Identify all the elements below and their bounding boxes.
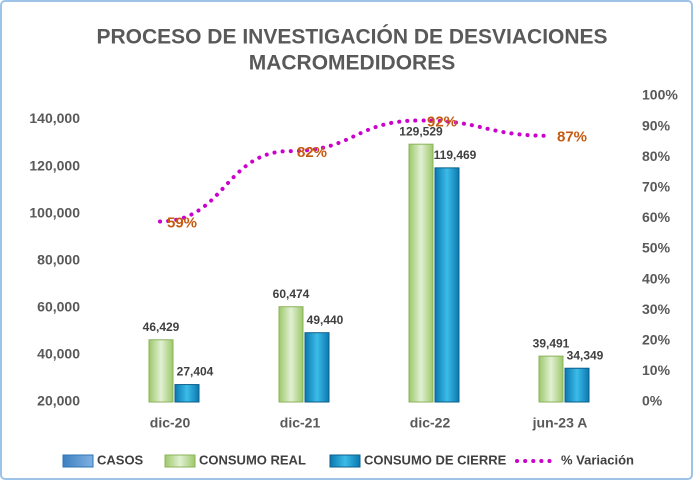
data-label: 49,440 <box>307 313 344 327</box>
data-label: 119,469 <box>434 148 477 162</box>
y2-tick-label: 40% <box>642 270 671 286</box>
bar <box>538 355 564 403</box>
y-tick-label: 140,000 <box>29 110 80 126</box>
data-label: 129,529 <box>399 124 443 138</box>
y-tick-label: 100,000 <box>29 204 80 220</box>
y2-tick-label: 70% <box>642 179 671 195</box>
bar <box>564 367 590 403</box>
x-tick-label: dic-20 <box>150 415 191 431</box>
x-tick-label: dic-22 <box>410 415 451 431</box>
y2-tick-label: 0% <box>642 393 663 409</box>
data-label: 27,404 <box>177 365 214 379</box>
legend-label: CONSUMO DE CIERRE <box>364 452 507 467</box>
y-tick-label: 20,000 <box>37 393 80 409</box>
legend-label: % Variación <box>561 452 634 467</box>
y-tick-label: 40,000 <box>37 346 80 362</box>
legend-swatch <box>164 454 196 468</box>
y2-tick-label: 50% <box>642 240 671 256</box>
y-tick-label: 120,000 <box>29 157 80 173</box>
legend-swatch <box>62 454 94 468</box>
bar <box>174 384 200 403</box>
legend-swatch <box>329 454 361 468</box>
x-tick-label: dic-21 <box>280 415 321 431</box>
legend-label: CASOS <box>97 452 144 467</box>
x-tick-label: jun-23 A <box>532 415 588 431</box>
bar <box>148 339 174 403</box>
y2-tick-label: 100% <box>642 87 678 103</box>
bar <box>434 167 460 403</box>
y2-tick-label: 60% <box>642 209 671 225</box>
data-label: 92% <box>427 113 457 130</box>
y2-tick-label: 90% <box>642 117 671 133</box>
y2-tick-label: 10% <box>642 362 671 378</box>
bar <box>408 143 434 403</box>
legend-label: CONSUMO REAL <box>199 452 306 467</box>
y2-tick-label: 30% <box>642 301 671 317</box>
chart-title: PROCESO DE INVESTIGACIÓN DE DESVIACIONES <box>96 25 607 49</box>
data-label: 60,474 <box>273 287 310 301</box>
chart-title: MACROMEDIDORES <box>249 52 456 75</box>
line <box>158 118 552 224</box>
data-label: 59% <box>167 214 197 231</box>
bar <box>278 306 304 403</box>
data-label: 39,491 <box>533 336 570 350</box>
data-label: 46,429 <box>143 320 180 334</box>
y-tick-label: 60,000 <box>37 299 80 315</box>
y2-tick-label: 20% <box>642 332 671 348</box>
data-label: 82% <box>297 144 327 161</box>
data-label: 34,349 <box>567 348 604 362</box>
data-label: 87% <box>557 129 587 146</box>
y-tick-label: 80,000 <box>37 251 80 267</box>
y2-tick-label: 80% <box>642 148 671 164</box>
bar <box>304 332 330 403</box>
